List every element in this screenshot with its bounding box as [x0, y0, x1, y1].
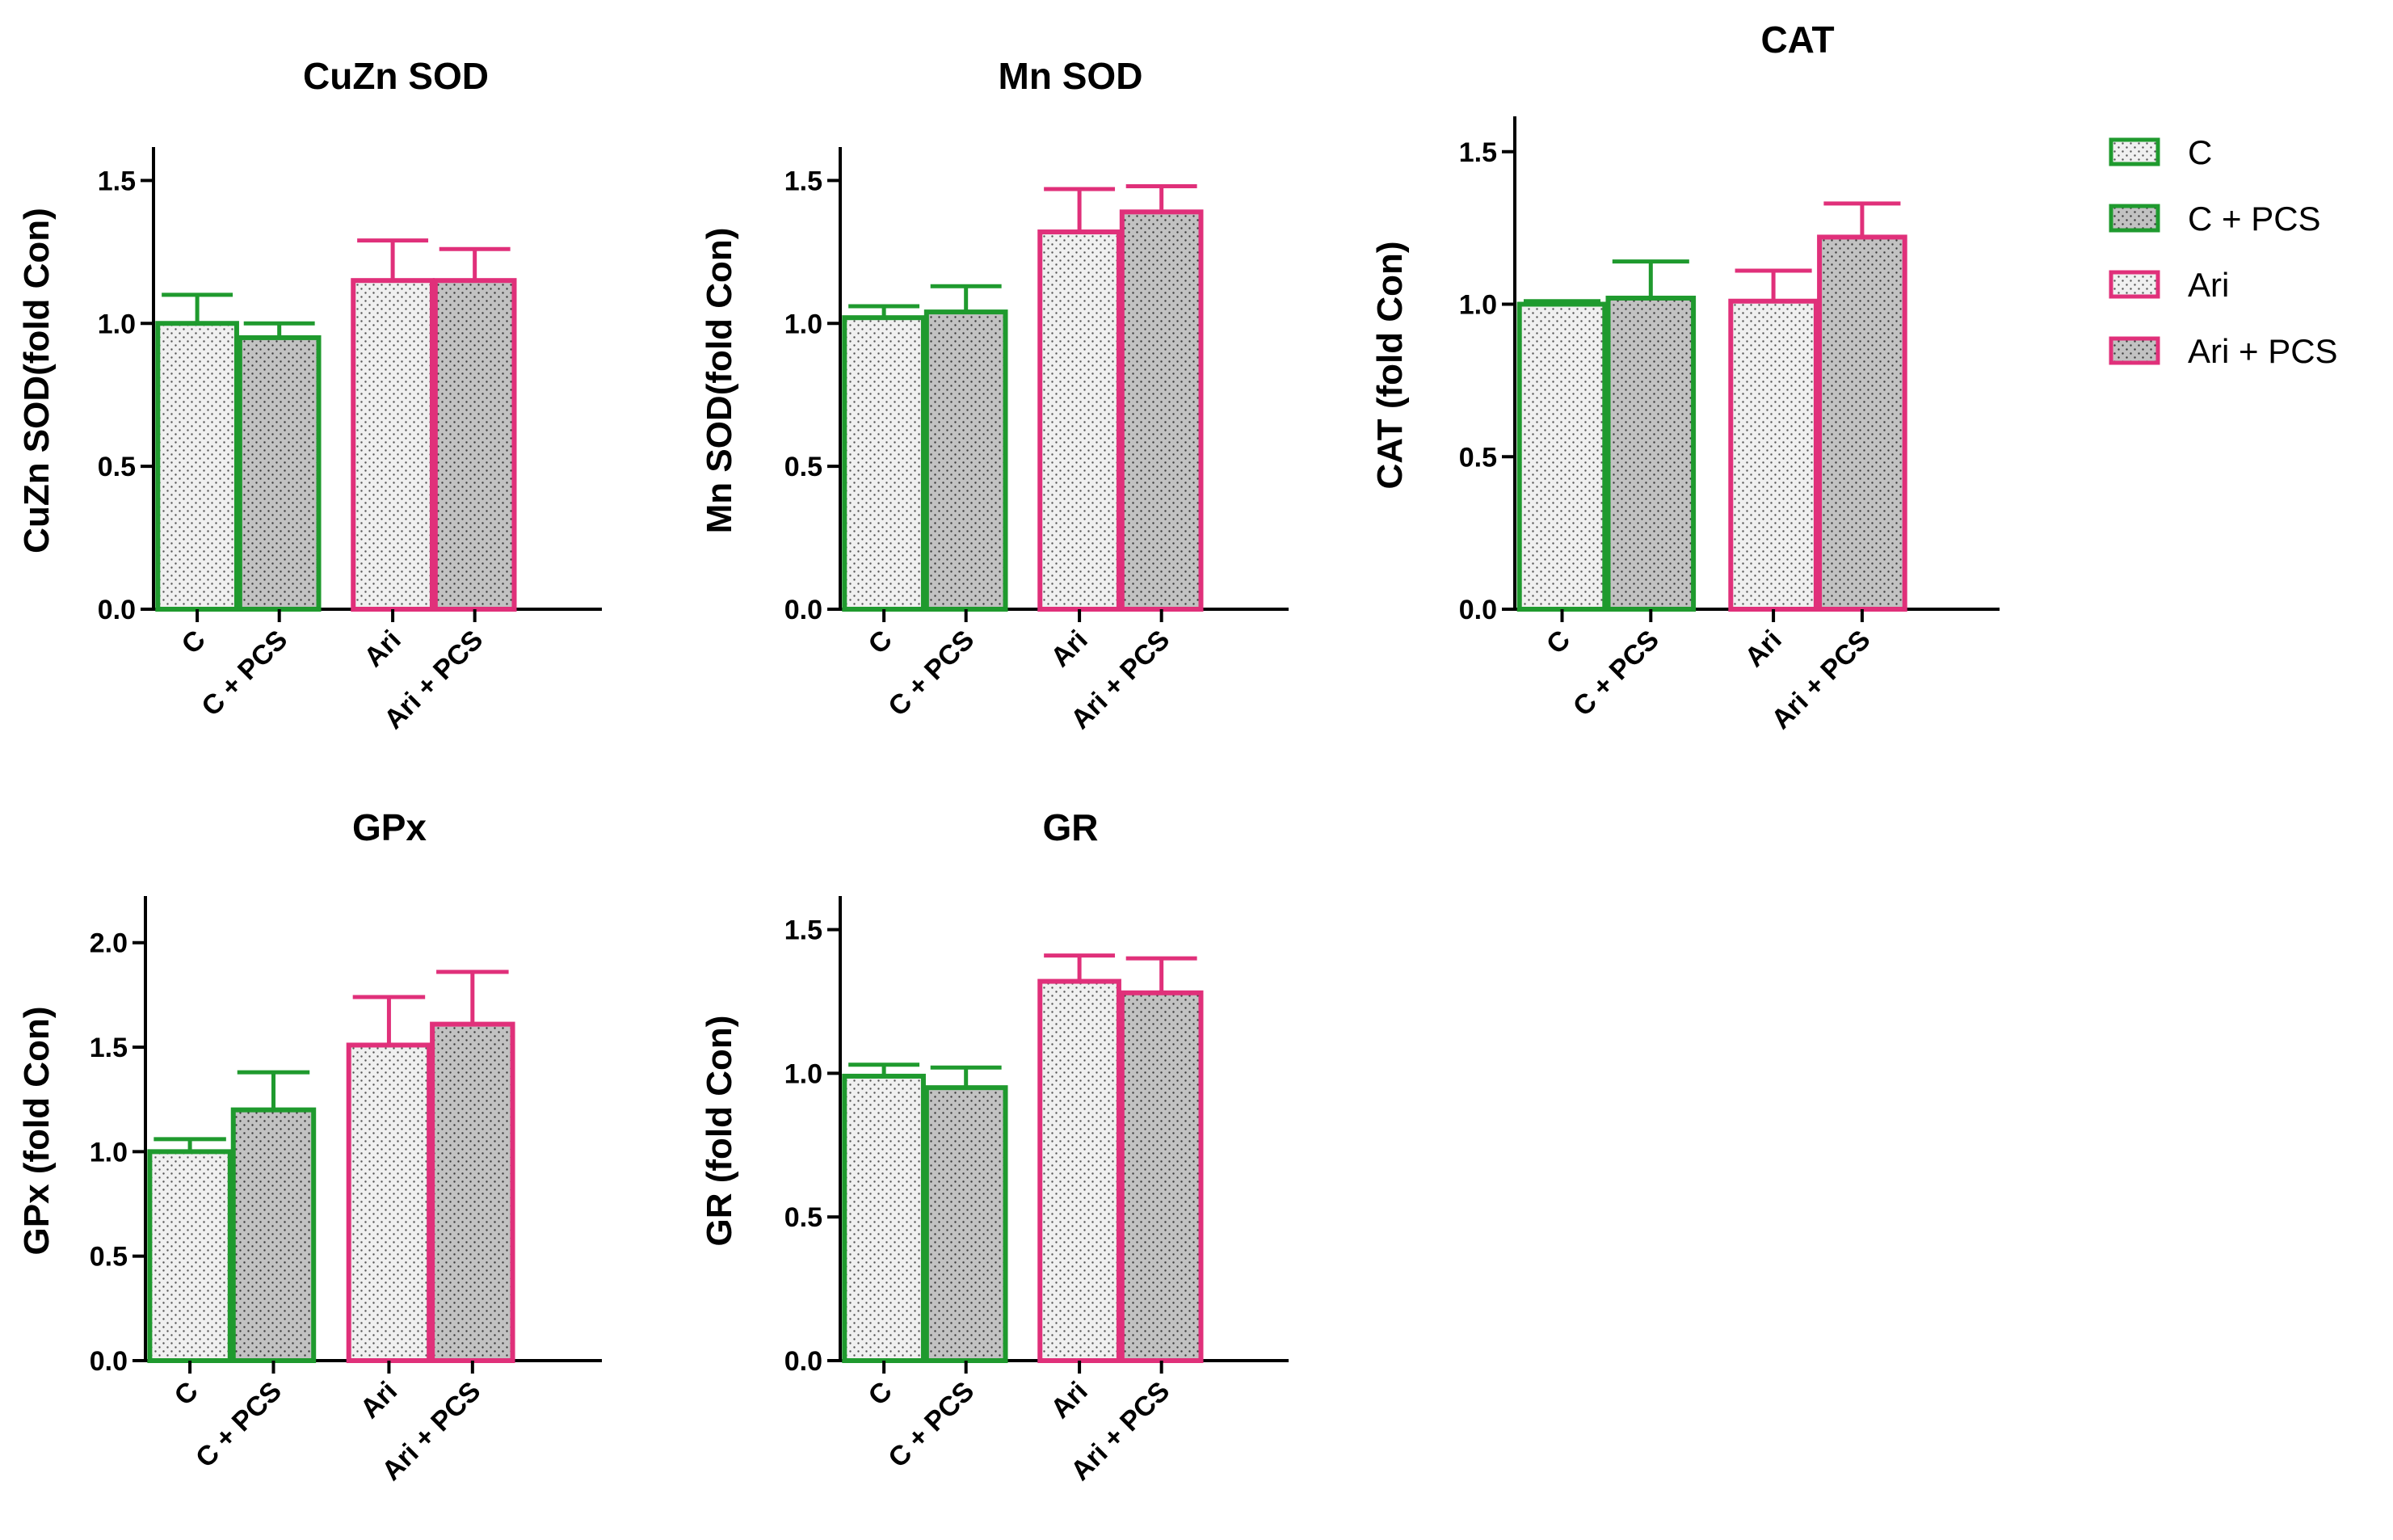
- y-tick-label: 0.5: [784, 1202, 822, 1233]
- legend-item-c-pcs: C + PCS: [2109, 200, 2321, 238]
- legend: C C + PCS Ari Ari + PCS: [2109, 133, 2338, 370]
- y-axis-label: CAT (fold Con): [1370, 241, 1410, 489]
- bar-ari: [351, 278, 435, 612]
- legend-label: C + PCS: [2188, 200, 2321, 238]
- chart-title: GPx: [352, 806, 427, 848]
- legend-label: Ari: [2188, 266, 2229, 304]
- bar-c: [1516, 301, 1608, 612]
- y-tick-label: 0.5: [98, 452, 136, 482]
- legend-item-ari-pcs: Ari + PCS: [2109, 332, 2338, 370]
- x-tick-label: C + PCS: [1567, 625, 1665, 722]
- bar-c-pcs: [237, 335, 322, 612]
- bar-c-pcs: [1605, 295, 1697, 612]
- chart-mn-sod: Mn SOD Mn SOD(fold Con) 0.0 0.5 1.0 1.5 CC + P…: [700, 55, 1289, 735]
- bar-ari: [1728, 298, 1819, 612]
- y-tick-label: 1.5: [784, 915, 822, 946]
- y-axis-label: GR (fold Con): [700, 1016, 739, 1247]
- x-tick-label: C + PCS: [882, 625, 980, 722]
- chart-title: CAT: [1760, 19, 1834, 61]
- x-tick-label: Ari: [1739, 625, 1787, 673]
- x-tick-label: Ari: [355, 1376, 403, 1424]
- x-tick-label: C + PCS: [882, 1376, 980, 1474]
- bar-ari-pcs: [1119, 990, 1204, 1364]
- bar-c-pcs: [230, 1107, 317, 1363]
- bar-ari-pcs: [1817, 234, 1907, 612]
- bar-ari: [346, 1042, 432, 1364]
- x-tick-label: C + PCS: [190, 1376, 288, 1474]
- y-tick-label: 1.5: [90, 1033, 128, 1063]
- bar-ari: [1037, 229, 1121, 612]
- y-tick-label: 1.0: [784, 1058, 822, 1089]
- chart-title: CuZn SOD: [303, 55, 489, 97]
- y-tick-label: 0.5: [784, 452, 822, 482]
- x-tick-label: Ari: [1045, 1376, 1093, 1424]
- bar-c-pcs: [923, 1085, 1008, 1363]
- x-tick-label: Ari: [358, 625, 406, 673]
- y-tick-label: 0.0: [1459, 595, 1497, 625]
- y-tick-label: 1.0: [98, 309, 136, 339]
- bar-c: [147, 1149, 233, 1363]
- bar-c: [842, 315, 926, 612]
- y-tick-label: 1.0: [90, 1137, 128, 1168]
- y-tick-label: 0.0: [784, 1346, 822, 1377]
- legend-swatch: [2109, 336, 2160, 365]
- x-tick-label: C: [1541, 625, 1576, 660]
- y-tick-label: 0.5: [1459, 442, 1497, 473]
- y-tick-label: 1.5: [98, 166, 136, 196]
- chart-gpx: GPx GPx (fold Con) 0.0 0.5 1.0 1.5 2.0 CC + PCS…: [17, 806, 602, 1487]
- y-tick-label: 0.0: [784, 595, 822, 625]
- legend-label: C: [2188, 133, 2212, 171]
- x-tick-label: C: [169, 1376, 204, 1412]
- bar-ari: [1037, 978, 1121, 1363]
- legend-swatch: [2109, 137, 2160, 166]
- y-tick-label: 1.5: [784, 166, 822, 196]
- y-axis-label: GPx (fold Con): [17, 1007, 57, 1256]
- x-tick-label: C: [176, 625, 212, 660]
- legend-item-c: C: [2109, 133, 2212, 171]
- y-axis-label: Mn SOD(fold Con): [700, 228, 739, 534]
- y-tick-label: 1.0: [1459, 290, 1497, 321]
- x-tick-label: Ari: [1045, 625, 1093, 673]
- bar-ari-pcs: [1119, 209, 1204, 612]
- legend-label: Ari + PCS: [2188, 332, 2338, 370]
- chart-cuzn-sod: CuZn SOD CuZn SOD(fold Con) 0.0 0.5 1.0 1.5 CC…: [17, 55, 602, 735]
- bar-c-pcs: [923, 309, 1008, 612]
- x-tick-label: C: [863, 1376, 898, 1412]
- y-tick-label: 0.0: [98, 595, 136, 625]
- legend-swatch: [2109, 204, 2160, 233]
- y-tick-label: 0.5: [90, 1242, 128, 1273]
- chart-title: Mn SOD: [999, 55, 1143, 97]
- chart-cat: CAT CAT (fold Con) 0.0 0.5 1.0 1.5 CC + PCS Ari…: [1370, 19, 2000, 735]
- x-tick-label: C + PCS: [196, 625, 293, 722]
- y-tick-label: 1.0: [784, 309, 822, 339]
- legend-swatch: [2109, 270, 2160, 299]
- chart-title: GR: [1043, 806, 1099, 848]
- y-tick-label: 2.0: [90, 928, 128, 959]
- bar-ari-pcs: [430, 1021, 515, 1363]
- x-tick-label: C: [863, 625, 898, 660]
- y-axis-label: CuZn SOD(fold Con): [17, 208, 57, 553]
- bar-c: [155, 321, 239, 612]
- y-tick-label: 0.0: [90, 1346, 128, 1377]
- bar-ari-pcs: [432, 278, 517, 612]
- legend-item-ari: Ari: [2109, 266, 2229, 304]
- bar-c: [842, 1073, 926, 1364]
- y-tick-label: 1.5: [1459, 137, 1497, 168]
